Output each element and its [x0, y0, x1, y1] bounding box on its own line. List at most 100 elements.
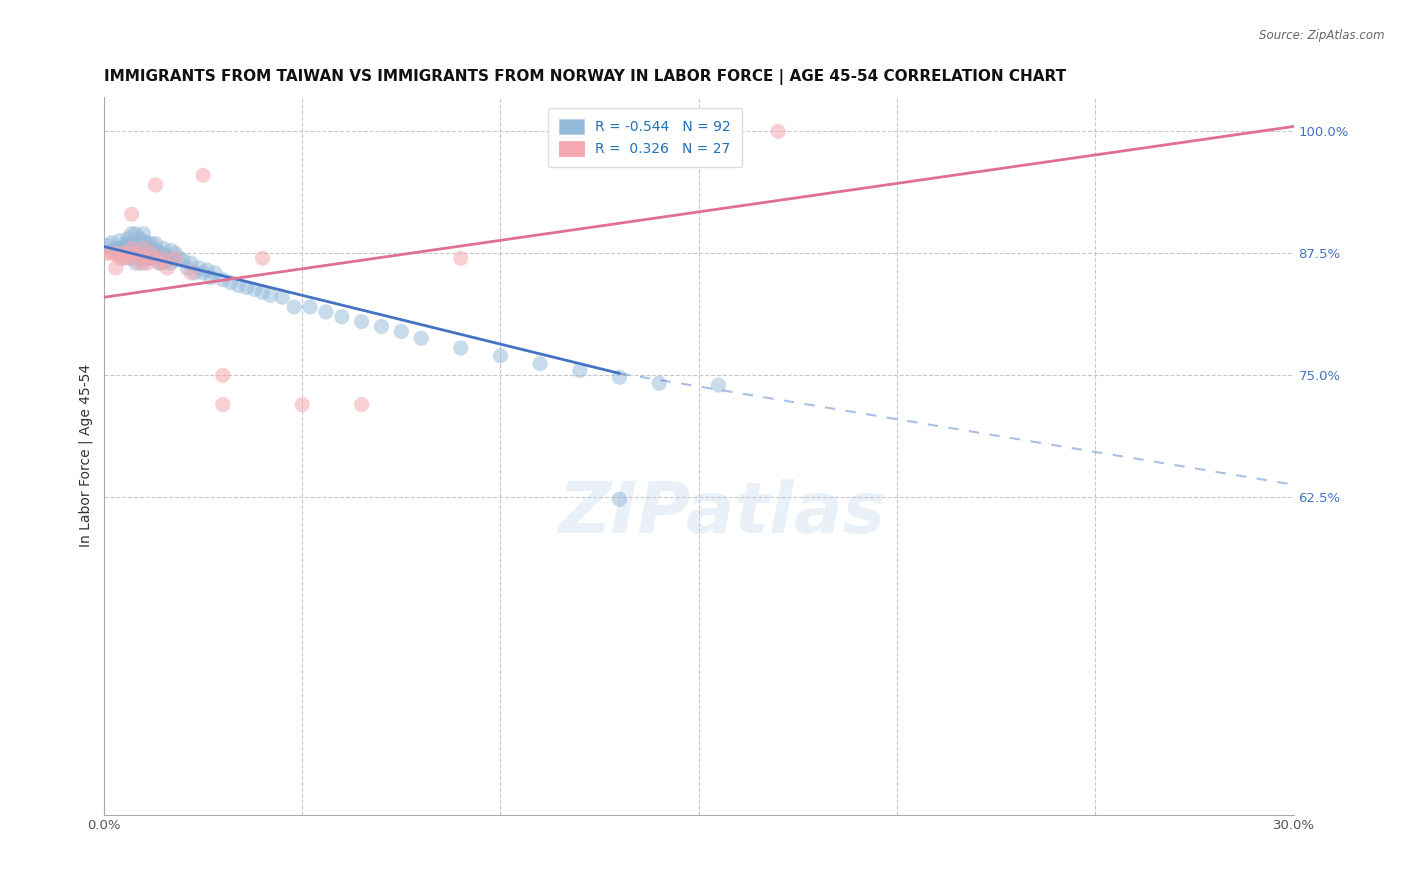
Point: [156, 253, 179, 268]
Point: [124, 246, 146, 260]
Point: [128, 232, 150, 246]
Point: [291, 398, 314, 412]
Point: [121, 207, 143, 221]
Point: [235, 280, 257, 294]
Point: [165, 251, 187, 265]
Point: [117, 246, 139, 260]
Point: [108, 242, 131, 256]
Point: [136, 256, 159, 270]
Point: [132, 256, 155, 270]
Point: [112, 238, 135, 252]
Point: [101, 235, 124, 250]
Y-axis label: In Labor Force | Age 45-54: In Labor Force | Age 45-54: [79, 364, 93, 548]
Point: [160, 244, 183, 258]
Point: [350, 398, 373, 412]
Point: [252, 285, 274, 300]
Point: [121, 246, 143, 260]
Point: [145, 251, 167, 265]
Point: [145, 178, 167, 192]
Point: [315, 305, 337, 319]
Point: [97, 246, 120, 260]
Point: [132, 242, 155, 256]
Point: [160, 256, 183, 270]
Point: [299, 300, 322, 314]
Point: [132, 242, 155, 256]
Point: [180, 256, 202, 270]
Point: [389, 325, 412, 339]
Point: [136, 246, 159, 260]
Point: [167, 251, 190, 265]
Point: [219, 276, 242, 290]
Text: Source: ZipAtlas.com: Source: ZipAtlas.com: [1260, 29, 1385, 42]
Point: [176, 260, 198, 275]
Text: IMMIGRANTS FROM TAIWAN VS IMMIGRANTS FROM NORWAY IN LABOR FORCE | AGE 45-54 CORR: IMMIGRANTS FROM TAIWAN VS IMMIGRANTS FRO…: [104, 69, 1066, 85]
Legend: R = -0.544   N = 92, R =  0.326   N = 27: R = -0.544 N = 92, R = 0.326 N = 27: [548, 108, 742, 168]
Point: [128, 251, 150, 265]
Point: [108, 234, 131, 248]
Point: [212, 368, 235, 383]
Point: [117, 242, 139, 256]
Point: [450, 341, 472, 355]
Point: [132, 227, 155, 241]
Point: [450, 251, 472, 265]
Point: [172, 253, 194, 268]
Point: [529, 357, 551, 371]
Point: [156, 249, 179, 263]
Text: ZIPatlas: ZIPatlas: [558, 479, 886, 548]
Point: [370, 319, 392, 334]
Point: [136, 251, 159, 265]
Point: [228, 278, 250, 293]
Point: [124, 242, 146, 256]
Point: [180, 266, 202, 280]
Point: [707, 378, 730, 392]
Point: [165, 246, 187, 260]
Point: [112, 242, 135, 256]
Point: [112, 251, 135, 265]
Point: [112, 246, 135, 260]
Point: [145, 236, 167, 251]
Point: [117, 236, 139, 251]
Point: [117, 232, 139, 246]
Point: [121, 251, 143, 265]
Point: [117, 246, 139, 260]
Point: [136, 244, 159, 258]
Point: [145, 251, 167, 265]
Point: [141, 246, 163, 260]
Point: [112, 246, 135, 260]
Point: [132, 234, 155, 248]
Point: [132, 246, 155, 260]
Point: [568, 363, 591, 377]
Point: [141, 242, 163, 256]
Point: [121, 242, 143, 256]
Point: [212, 273, 235, 287]
Point: [609, 492, 631, 507]
Point: [128, 242, 150, 256]
Point: [195, 263, 218, 277]
Point: [145, 244, 167, 258]
Point: [132, 251, 155, 265]
Point: [124, 246, 146, 260]
Point: [350, 315, 373, 329]
Point: [609, 370, 631, 384]
Point: [191, 168, 214, 182]
Point: [200, 270, 222, 285]
Point: [136, 236, 159, 251]
Point: [212, 398, 235, 412]
Point: [766, 124, 789, 138]
Point: [101, 246, 124, 260]
Point: [152, 246, 174, 260]
Point: [188, 260, 211, 275]
Point: [108, 251, 131, 265]
Point: [121, 251, 143, 265]
Point: [148, 256, 170, 270]
Point: [648, 376, 671, 391]
Point: [121, 236, 143, 251]
Point: [97, 238, 120, 252]
Point: [148, 256, 170, 270]
Point: [124, 256, 146, 270]
Point: [148, 246, 170, 260]
Point: [121, 227, 143, 241]
Point: [165, 253, 187, 268]
Point: [124, 236, 146, 251]
Point: [152, 256, 174, 270]
